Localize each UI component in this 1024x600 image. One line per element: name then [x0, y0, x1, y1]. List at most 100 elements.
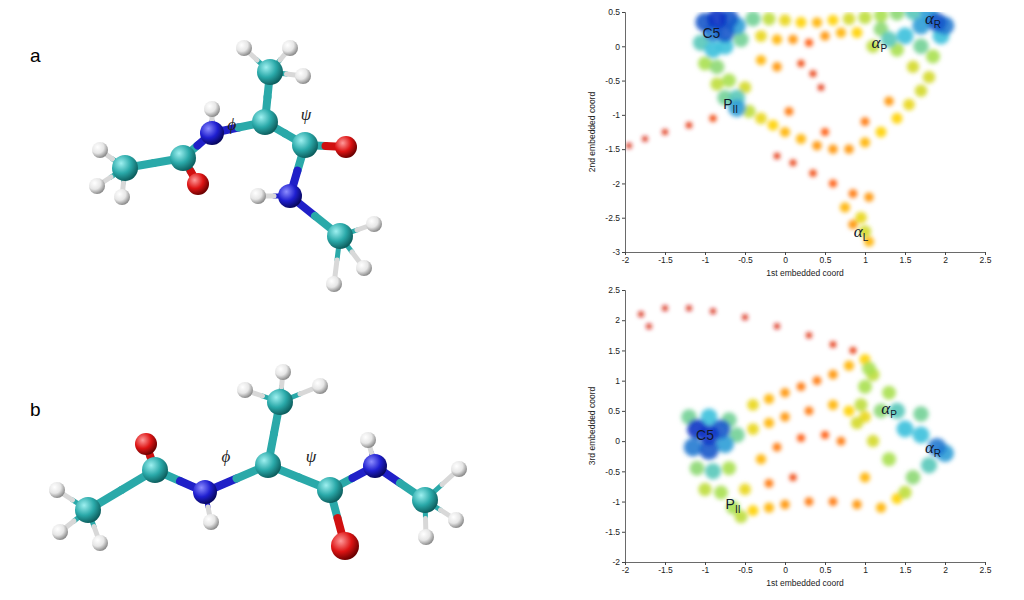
tick-label: -2.5	[605, 213, 620, 223]
density-point	[862, 362, 876, 376]
density-point	[860, 472, 870, 482]
panel-label: a	[30, 45, 41, 66]
density-point	[779, 14, 791, 26]
density-point	[710, 77, 723, 90]
density-point	[850, 347, 857, 354]
density-point	[828, 15, 839, 26]
tick: 2	[943, 252, 948, 265]
density-point	[874, 12, 888, 22]
density-point	[821, 431, 829, 439]
density-point	[747, 399, 759, 411]
axis-line	[626, 253, 986, 256]
density-point	[828, 370, 838, 380]
tick: 0	[783, 252, 788, 265]
density-point	[913, 406, 929, 422]
density-point	[812, 141, 822, 151]
atom	[360, 432, 376, 448]
region-label-sub: R	[934, 19, 941, 30]
density-point	[710, 59, 725, 74]
tick: -2	[612, 179, 625, 189]
tick-label: -2	[612, 179, 620, 189]
atom	[204, 101, 220, 117]
tick-mark	[622, 502, 625, 503]
tick: 2	[615, 315, 625, 325]
density-point	[747, 423, 759, 435]
region-label: C5	[702, 25, 720, 41]
tick: 0	[615, 42, 625, 52]
tick: 0.5	[820, 562, 832, 575]
density-point	[813, 376, 822, 385]
region-label: C5	[696, 427, 714, 443]
atom	[114, 189, 130, 205]
density-point	[756, 55, 766, 65]
tick-label: 1.5	[900, 255, 912, 265]
atom	[92, 142, 108, 158]
atom	[170, 145, 196, 171]
tick-label: 0	[615, 436, 620, 446]
region-label-sub: P	[881, 43, 888, 54]
tick-mark	[622, 350, 625, 351]
density-point	[913, 39, 929, 55]
density-point	[764, 502, 774, 512]
tick: -2	[612, 557, 625, 567]
density-point	[810, 70, 817, 77]
region-label: αR	[925, 9, 941, 30]
tick: -0.5	[605, 467, 625, 477]
density-point	[768, 120, 779, 131]
density-point	[829, 497, 838, 506]
density-point	[837, 437, 846, 446]
density-point	[762, 12, 775, 25]
atom	[451, 461, 467, 477]
density-point	[698, 483, 711, 496]
tick: -1	[612, 110, 625, 120]
tick-mark	[622, 115, 625, 116]
tick-mark	[622, 12, 625, 13]
density-point	[861, 117, 870, 126]
density-point	[843, 13, 856, 26]
density-point	[756, 454, 766, 464]
tick-label: 2.5	[608, 285, 620, 295]
density-point	[903, 99, 915, 111]
tick-label: -2	[612, 557, 620, 567]
density-point	[796, 17, 807, 28]
tick: -1.5	[605, 527, 625, 537]
atom	[200, 121, 224, 145]
atom	[267, 389, 293, 415]
tick: 1	[615, 376, 625, 386]
tick-label: 2	[943, 255, 948, 265]
density-points	[638, 305, 954, 523]
density-point	[889, 403, 905, 419]
tick: 2.5	[608, 285, 625, 295]
tick-mark	[622, 290, 625, 291]
tick-label: 0	[783, 255, 788, 265]
density-point	[884, 96, 894, 106]
figure-svg: aϕψbϕψ-2-1.5-1-0.500.511.522.5-3-2.5-2-1…	[0, 0, 1024, 600]
density-point	[890, 12, 905, 21]
atom	[49, 482, 65, 498]
density-point	[638, 311, 644, 317]
density-point	[722, 461, 736, 475]
density-point	[739, 484, 751, 496]
density-point	[915, 85, 928, 98]
tick-mark	[622, 381, 625, 382]
tick-mark	[622, 81, 625, 82]
plot-area	[638, 305, 954, 523]
tick-label: -0.5	[738, 565, 753, 575]
region-label: αR	[925, 438, 941, 459]
tick-label: 2.5	[980, 565, 992, 575]
atom	[412, 487, 438, 513]
tick-mark	[622, 320, 625, 321]
region-label: PII	[723, 96, 738, 115]
tick-label: 0	[783, 565, 788, 575]
tick: -1	[702, 252, 710, 265]
tick: -0.5	[605, 76, 625, 86]
region-label: αL	[854, 222, 869, 243]
figure: aϕψbϕψ-2-1.5-1-0.500.511.522.5-3-2.5-2-1…	[0, 0, 1024, 600]
density-point	[897, 421, 914, 438]
tick: 0	[615, 436, 625, 446]
tick: -3	[612, 247, 625, 257]
atom	[278, 184, 302, 208]
y-axis: -3-2.5-2-1.5-1-0.500.5	[605, 7, 625, 257]
atom	[75, 497, 101, 523]
region-label-main: C5	[696, 427, 714, 443]
